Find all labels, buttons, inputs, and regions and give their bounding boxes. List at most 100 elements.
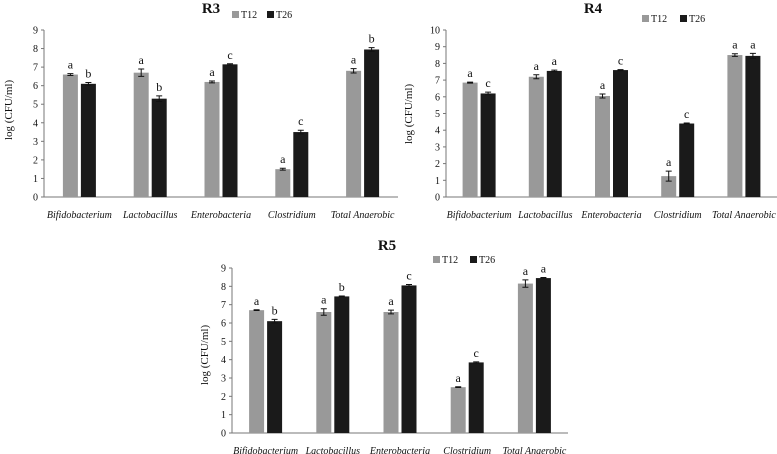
y-tick-label: 6 <box>435 92 440 103</box>
error-bar <box>522 279 529 288</box>
chart-title: R3 <box>202 1 220 17</box>
chart-panel-r4: R4 log (CFU/ml) T12 T26 0 1 2 3 4 5 6 7 8 9 10 Bifi… <box>403 1 777 221</box>
bar-t26 <box>745 55 761 198</box>
y-tick-label: 3 <box>435 142 440 153</box>
bar-t12 <box>661 176 677 197</box>
significance-label: a <box>732 38 738 52</box>
y-tick-label: 2 <box>33 155 38 166</box>
y-tick-label: 9 <box>435 42 440 53</box>
legend-swatch-t26 <box>267 11 274 18</box>
error-bar <box>368 47 375 52</box>
legend: T12 T26 <box>232 10 292 21</box>
x-category-label: Clostridium <box>268 210 316 221</box>
error-bar <box>350 68 357 74</box>
bar-t12 <box>727 55 743 197</box>
x-category-label: Bifidobacterium <box>447 210 512 221</box>
bar-t26 <box>546 70 562 197</box>
legend-label-t12: T12 <box>241 10 257 21</box>
bar-t26 <box>334 296 350 433</box>
y-tick-label: 0 <box>221 429 226 440</box>
bar-t26 <box>222 64 238 197</box>
error-bar <box>473 361 480 364</box>
y-tick-label: 2 <box>221 392 226 403</box>
y-tick-label: 4 <box>33 118 38 129</box>
significance-label: a <box>467 66 473 80</box>
legend-swatch-t12 <box>433 256 440 263</box>
legend-swatch-t12 <box>642 15 649 22</box>
x-category-label: Enterobacteria <box>580 210 641 221</box>
x-category-label: Enterobacteria <box>190 210 251 221</box>
x-category-label: Total Anaerobic <box>502 446 566 454</box>
bar-t26 <box>364 49 380 197</box>
chart-title: R5 <box>378 238 396 254</box>
legend-label-t26: T26 <box>479 255 495 266</box>
significance-label: a <box>139 53 145 67</box>
y-tick-label: 1 <box>33 174 38 185</box>
bar-t12 <box>62 74 78 197</box>
significance-label: a <box>666 155 672 169</box>
y-tick-label: 8 <box>33 44 38 55</box>
y-tick-label: 0 <box>435 193 440 204</box>
legend: T12 T26 <box>433 255 495 266</box>
significance-label: a <box>209 65 215 79</box>
significance-label: a <box>523 264 529 278</box>
bar-t26 <box>401 285 417 433</box>
x-category-label: Total Anaerobic <box>331 210 395 221</box>
error-bar <box>749 52 756 59</box>
legend-swatch-t26 <box>680 15 687 22</box>
significance-label: b <box>369 32 375 46</box>
y-tick-label: 7 <box>33 63 38 74</box>
bar-t26 <box>535 278 551 433</box>
error-bar <box>388 309 394 315</box>
error-bar <box>731 53 738 57</box>
x-category-label: Total Anaerobic <box>712 210 776 221</box>
y-tick-label: 0 <box>33 193 38 204</box>
error-bar <box>406 284 412 287</box>
significance-label: c <box>485 76 490 90</box>
significance-label: a <box>254 294 260 308</box>
significance-label: b <box>156 80 162 94</box>
y-tick-label: 1 <box>435 176 440 187</box>
bar-t12 <box>528 76 544 197</box>
x-category-label: Enterobacteria <box>369 446 430 454</box>
legend: T12 T26 <box>642 14 705 25</box>
error-bar <box>551 69 558 73</box>
significance-label: c <box>684 107 689 121</box>
bar-t26 <box>293 132 309 197</box>
x-category-label: Bifidobacterium <box>233 446 298 454</box>
error-bar <box>297 129 304 135</box>
significance-label: a <box>534 59 540 73</box>
y-tick-label: 5 <box>435 109 440 120</box>
y-tick-label: 4 <box>435 126 440 137</box>
y-tick-label: 7 <box>435 76 440 87</box>
error-bar <box>533 74 540 80</box>
error-bar <box>665 170 672 182</box>
y-tick-label: 4 <box>221 355 226 366</box>
y-tick-label: 6 <box>221 319 226 330</box>
y-axis-label: log (CFU/ml) <box>403 84 415 145</box>
bar-t26 <box>80 83 96 197</box>
error-bar <box>253 309 260 312</box>
bar-t12 <box>204 81 220 197</box>
legend-swatch-t26 <box>470 256 477 263</box>
x-category-label: Clostridium <box>654 210 702 221</box>
bar-t12 <box>462 82 478 197</box>
significance-label: a <box>750 37 756 51</box>
bar-t12 <box>383 312 399 433</box>
significance-label: a <box>552 54 558 68</box>
legend-label-t26: T26 <box>689 14 705 25</box>
bar-t12 <box>450 387 466 433</box>
y-tick-label: 9 <box>221 264 226 275</box>
y-tick-label: 1 <box>221 410 226 421</box>
legend-swatch-t12 <box>232 11 239 18</box>
error-bar <box>617 69 624 72</box>
bar-t12 <box>133 72 149 197</box>
chart-panel-r5: R5 log (CFU/ml) T12 T26 0 1 2 3 4 5 6 7 8 9 Bifido… <box>199 238 568 454</box>
x-category-label: Lactobacillus <box>517 210 573 221</box>
y-tick-label: 3 <box>33 137 38 148</box>
error-bar <box>467 81 474 84</box>
y-tick-label: 6 <box>33 81 38 92</box>
y-axis-label: log (CFU/ml) <box>3 80 15 141</box>
significance-label: c <box>298 114 303 128</box>
error-bar <box>156 95 163 102</box>
